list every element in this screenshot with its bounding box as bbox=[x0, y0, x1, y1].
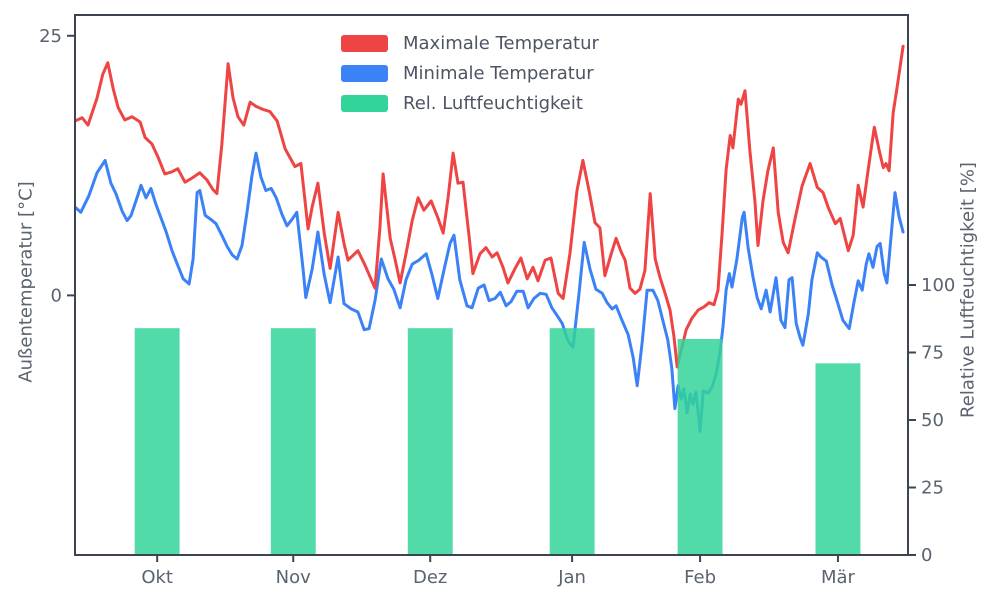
max-temp-line bbox=[76, 44, 905, 369]
humidity-swatch-icon bbox=[341, 94, 388, 112]
x-tick-label: Nov bbox=[276, 567, 311, 588]
humidity-bar bbox=[677, 339, 723, 555]
humidity-bar bbox=[270, 328, 316, 555]
humidity-bar bbox=[815, 363, 861, 555]
x-tick-label: Okt bbox=[141, 567, 173, 588]
left-axis-title: Außentemperatur [°C] bbox=[15, 181, 37, 383]
legend: Maximale Temperatur Minimale Temperatur … bbox=[341, 28, 599, 118]
right-tick-label: 0 bbox=[921, 545, 932, 566]
right-tick-label: 25 bbox=[921, 478, 944, 499]
min-temp-line bbox=[76, 151, 905, 433]
legend-label: Maximale Temperatur bbox=[403, 32, 599, 54]
humidity-bar bbox=[549, 328, 595, 555]
min-temp-swatch-icon bbox=[341, 64, 388, 82]
humidity-bar bbox=[407, 328, 453, 555]
legend-item-humidity: Rel. Luftfeuchtigkeit bbox=[341, 88, 599, 118]
x-tick-label: Mär bbox=[821, 567, 856, 588]
humidity-bar bbox=[134, 328, 180, 555]
x-tick-label: Jan bbox=[557, 567, 586, 588]
legend-label: Rel. Luftfeuchtigkeit bbox=[403, 92, 583, 114]
legend-item-max-temp: Maximale Temperatur bbox=[341, 28, 599, 58]
legend-item-min-temp: Minimale Temperatur bbox=[341, 58, 599, 88]
left-tick-label: 0 bbox=[51, 285, 62, 306]
x-tick-label: Feb bbox=[684, 567, 716, 588]
x-tick-label: Dez bbox=[413, 567, 447, 588]
right-axis-title: Relative Luftfeuchtigkeit [%] bbox=[957, 162, 979, 418]
right-tick-label: 50 bbox=[921, 410, 944, 431]
legend-label: Minimale Temperatur bbox=[403, 62, 594, 84]
right-tick-label: 100 bbox=[921, 275, 955, 296]
right-tick-label: 75 bbox=[921, 343, 944, 364]
max-temp-swatch-icon bbox=[341, 34, 388, 52]
left-tick-label: 25 bbox=[39, 26, 62, 47]
